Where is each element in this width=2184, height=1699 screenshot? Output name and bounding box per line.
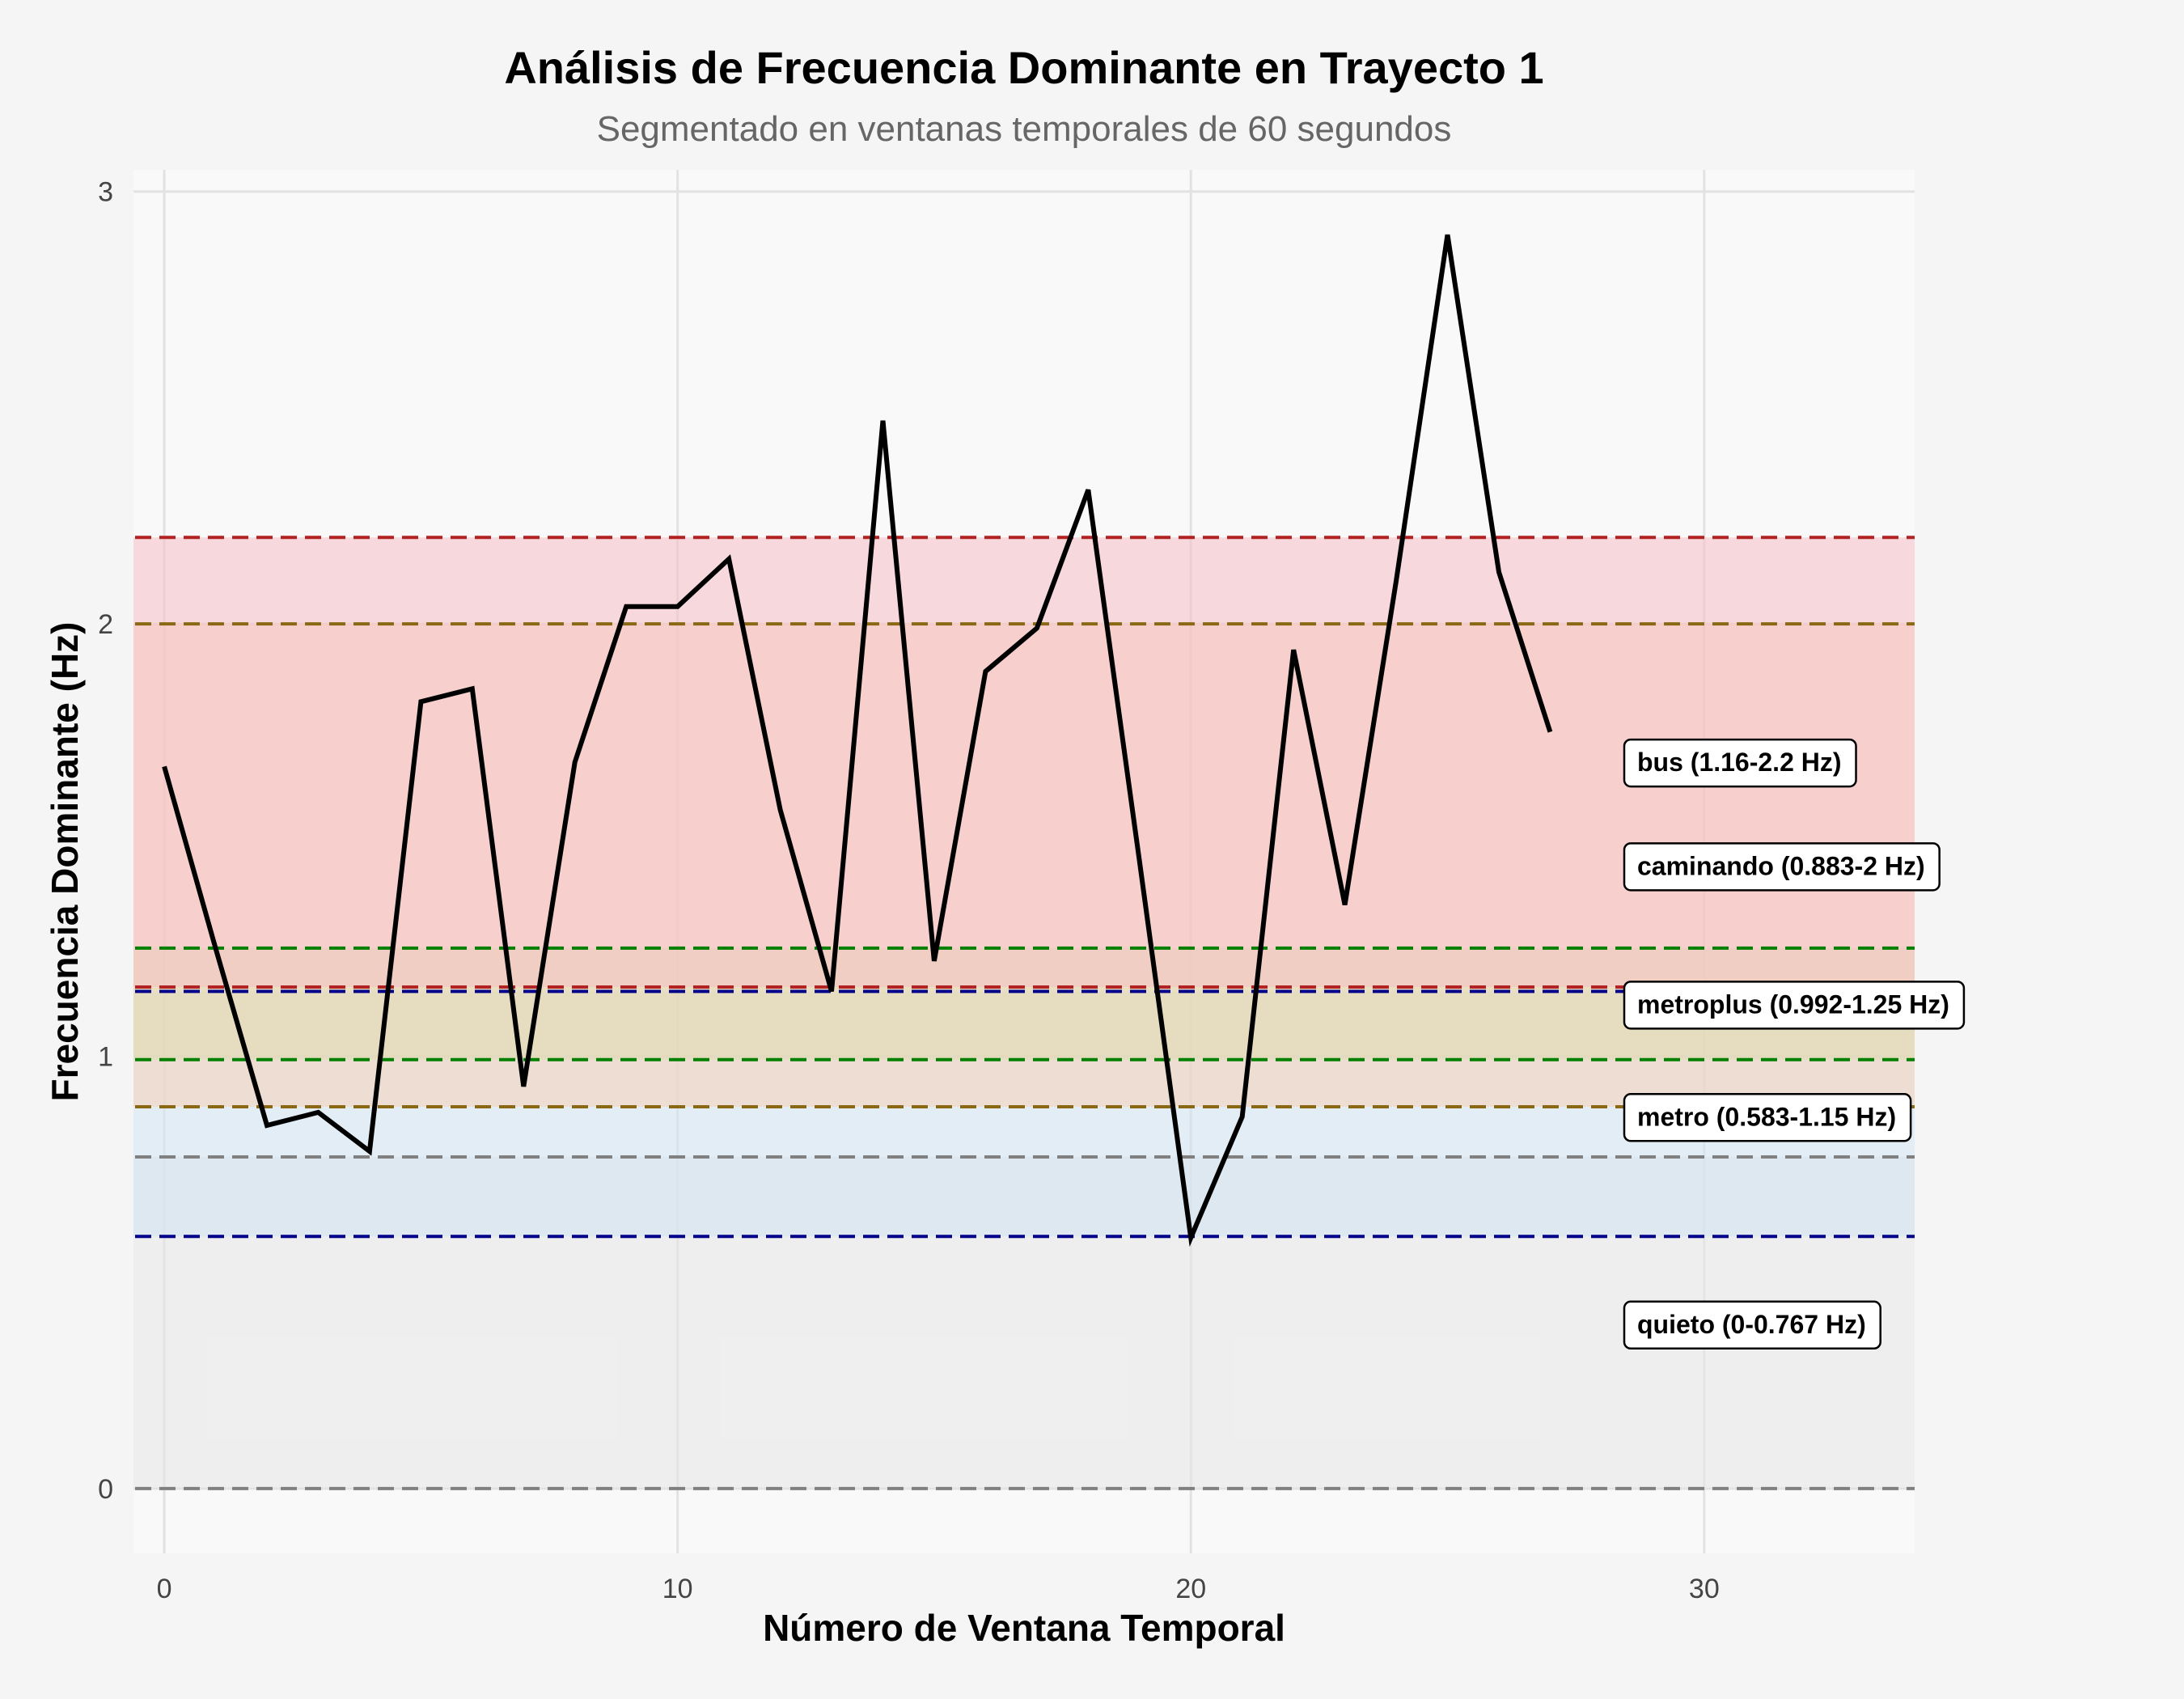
y-axis-label: Frecuencia Dominante (Hz) [44, 622, 86, 1102]
band-label-box [1623, 981, 1966, 1030]
band-label-text: metroplus (0.992-1.25 Hz) [1637, 989, 1949, 1019]
band-label-metro: metro (0.583-1.15 Hz) [1623, 1093, 1912, 1142]
band-label-bus: bus (1.16-2.2 Hz) [1623, 738, 1857, 788]
y-tick-label: 2 [98, 609, 113, 640]
band-label-box [1623, 1093, 1912, 1142]
y-tick-label: 0 [98, 1474, 113, 1505]
band-label-box [1623, 738, 1857, 788]
series-path [162, 234, 1553, 1248]
band-label-caminando: caminando (0.883-2 Hz) [1623, 842, 1941, 892]
band-threshold-lines [135, 536, 1915, 1490]
x-axis-label: Número de Ventana Temporal [763, 1607, 1285, 1649]
band-bus [133, 537, 1915, 987]
x-tick-label: 0 [157, 1574, 172, 1604]
band-label-text: quieto (0-0.767 Hz) [1637, 1310, 1866, 1339]
series-line [162, 234, 1553, 1248]
x-tick-label: 10 [662, 1574, 693, 1604]
y-tick-label: 3 [98, 177, 113, 208]
x-tick-label: 20 [1175, 1574, 1206, 1604]
band-label-box [1623, 1300, 1881, 1350]
band-labels: quieto (0-0.767 Hz) metro (0.583-1.15 Hz)… [1623, 738, 1966, 1350]
x-tick-label: 30 [1689, 1574, 1720, 1604]
band-label-metroplus: metroplus (0.992-1.25 Hz) [1623, 981, 1966, 1030]
chart-subtitle: Segmentado en ventanas temporales de 60 … [597, 109, 1452, 149]
band-label-quieto: quieto (0-0.767 Hz) [1623, 1300, 1881, 1350]
frequency-bands [133, 537, 1915, 1489]
y-tick-label: 1 [98, 1041, 113, 1072]
tick-labels: 0 10 20 30 0 1 2 3 [98, 177, 1720, 1604]
band-label-text: bus (1.16-2.2 Hz) [1637, 748, 1842, 777]
band-label-text: metro (0.583-1.15 Hz) [1637, 1102, 1896, 1131]
chart-title: Análisis de Frecuencia Dominante en Tray… [504, 42, 1543, 93]
band-label-box [1623, 842, 1941, 892]
band-label-text: caminando (0.883-2 Hz) [1637, 851, 1925, 880]
